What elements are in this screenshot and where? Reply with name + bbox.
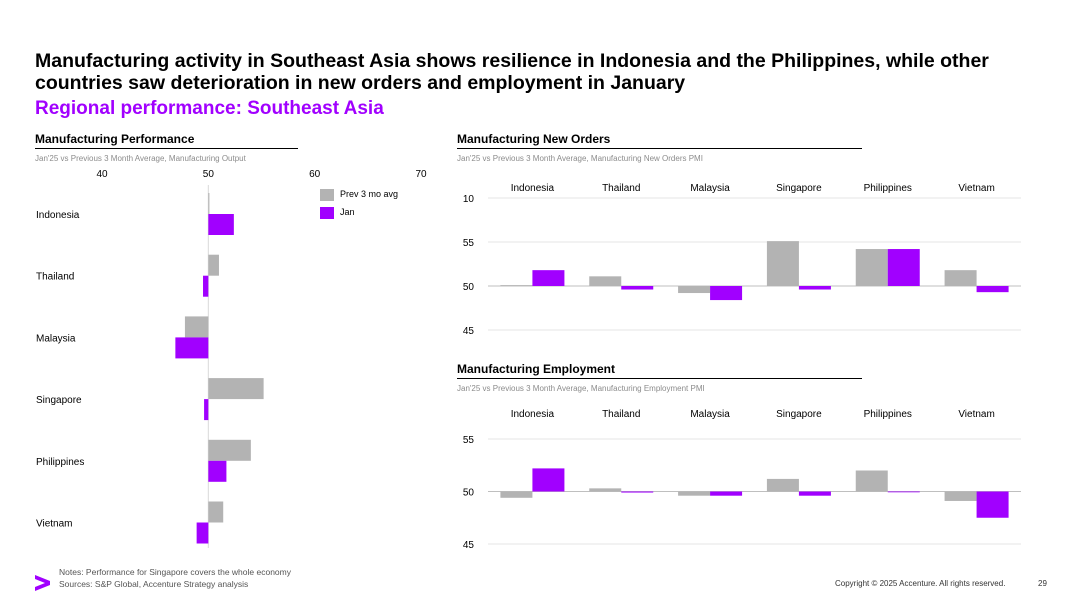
category-label-indonesia: Indonesia [511,409,555,420]
y-tick-label: 55 [463,435,475,446]
category-label-thailand: Thailand [602,183,640,194]
category-label-singapore: Singapore [776,409,822,420]
category-label-indonesia: Indonesia [36,210,80,221]
performance-chart: 40 50 60 70 Indonesia Thailand Malaysia Singapo… [36,169,427,548]
x-tick-label: 40 [96,169,108,180]
new-orders-subtitle: Jan'25 vs Previous 3 Month Average, Manu… [457,154,703,163]
legend-swatch-prev [320,189,334,201]
category-label-malaysia: Malaysia [690,409,730,420]
category-label-philippines: Philippines [864,183,912,194]
category-label-vietnam: Vietnam [958,183,995,194]
category-label-malaysia: Malaysia [36,333,76,344]
sources-text: Sources: S&P Global, Accenture Strategy … [59,579,249,589]
bar-jan-thailand [621,491,654,493]
bar-prev-thailand [589,276,622,286]
page-title: Manufacturing activity in Southeast Asia… [35,50,989,94]
bar-jan-malaysia [710,286,743,301]
x-tick-label: 60 [309,169,321,180]
category-label-philippines: Philippines [864,409,912,420]
bar-jan-singapore [798,491,831,496]
bar-jan-philippines [887,249,920,286]
bar-prev-singapore [208,378,264,400]
bar-prev-vietnam [208,501,224,523]
notes-text: Notes: Performance for Singapore covers … [59,567,291,577]
page-subtitle: Regional performance: Southeast Asia [35,98,384,119]
bar-jan-indonesia [532,270,565,286]
employment-title: Manufacturing Employment [457,362,616,376]
bar-jan-singapore [798,286,831,290]
bar-prev-vietnam [944,491,977,501]
employment-rule [457,378,862,379]
performance-title: Manufacturing Performance [35,132,195,146]
bar-jan-malaysia [175,337,209,359]
bar-jan-vietnam [976,491,1009,518]
performance-rule [35,148,298,149]
bar-prev-philippines [855,470,888,492]
legend-swatch-jan [320,207,334,219]
copyright: Copyright © 2025 Accenture. All rights r… [835,579,1006,588]
category-label-malaysia: Malaysia [690,183,730,194]
bar-jan-thailand [203,275,209,297]
accenture-logo-icon [35,575,50,591]
performance-subtitle: Jan'25 vs Previous 3 Month Average, Manu… [35,154,246,163]
y-tick-label: 45 [463,326,475,337]
y-tick-label: 50 [463,282,475,293]
category-label-thailand: Thailand [602,409,640,420]
bar-prev-thailand [208,254,219,276]
x-tick-label: 70 [415,169,427,180]
new-orders-chart: 10 55 50 45 Indonesia Thailand Malaysia Singapo… [463,183,1021,337]
new-orders-title: Manufacturing New Orders [457,132,611,146]
bar-jan-vietnam [976,286,1009,293]
bar-prev-philippines [855,249,888,286]
legend-label-jan: Jan [340,207,355,217]
category-label-singapore: Singapore [36,395,82,406]
employment-chart: 55 50 45 Indonesia Thailand Malaysia Singapore… [463,409,1021,551]
new-orders-rule [457,148,862,149]
footer-notes: Notes: Performance for Singapore covers … [59,566,291,590]
x-tick-label: 50 [203,169,215,180]
bar-jan-indonesia [208,214,234,235]
bar-jan-philippines [887,491,920,493]
bar-prev-indonesia [208,193,210,214]
legend-label-prev: Prev 3 mo avg [340,189,399,199]
category-label-vietnam: Vietnam [36,519,73,530]
bar-prev-indonesia [500,285,533,286]
bar-prev-malaysia [678,286,711,294]
y-tick-label: 50 [463,488,475,499]
legend: Prev 3 mo avg Jan [320,189,440,229]
bar-jan-malaysia [710,491,743,496]
category-label-thailand: Thailand [36,272,74,283]
category-label-singapore: Singapore [776,183,822,194]
employment-subtitle: Jan'25 vs Previous 3 Month Average, Manu… [457,384,705,393]
bar-jan-singapore [204,399,209,421]
y-tick-label: 55 [463,238,475,249]
category-label-philippines: Philippines [36,457,84,468]
y-tick-label: 10 [463,194,475,205]
bar-jan-indonesia [532,468,565,492]
page-number: 29 [1038,579,1047,588]
bar-prev-vietnam [944,270,977,286]
bar-jan-thailand [621,286,654,290]
bar-prev-indonesia [500,491,533,498]
y-tick-label: 45 [463,540,475,551]
bar-jan-vietnam [196,522,209,544]
bar-jan-philippines [208,460,227,482]
bar-prev-thailand [589,488,622,492]
category-label-vietnam: Vietnam [958,409,995,420]
bar-prev-singapore [766,478,799,492]
bar-prev-philippines [208,439,251,461]
bar-prev-singapore [766,241,799,286]
category-label-indonesia: Indonesia [511,183,555,194]
bar-prev-malaysia [678,491,711,496]
bar-prev-malaysia [184,316,209,338]
